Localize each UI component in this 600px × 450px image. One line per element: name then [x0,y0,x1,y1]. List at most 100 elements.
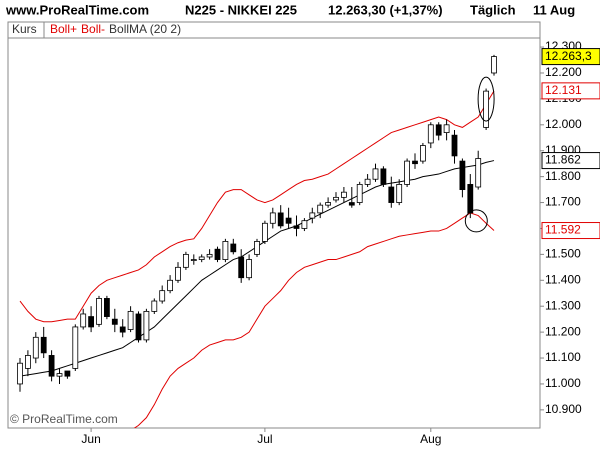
candle-body [269,212,276,224]
candle-body [56,373,63,377]
candle-body [230,243,237,253]
chart-title: N225 - NIKKEI 225 [185,2,297,17]
candle-body [143,310,150,341]
last-value-box [541,82,600,100]
candle-body [380,168,387,185]
candle-body [88,316,94,328]
candle-body [396,184,403,203]
plot [17,54,497,428]
band-line [19,90,495,323]
period: Täglich [470,2,516,17]
candle-body [182,253,189,268]
legend-entry: BollMA (20 2) [109,22,181,36]
highlight-circle [464,209,488,233]
candle-body [483,90,490,128]
date: 11 Aug [533,2,575,17]
candle-body [301,220,308,229]
candle-body [333,196,339,201]
candle-body [206,253,213,258]
candle-body [475,158,482,188]
last-value-label: 11.862 [545,153,581,167]
candle-body [325,202,332,206]
candle-body [293,225,300,229]
candle-body [104,298,110,317]
candle-body [17,362,23,385]
y-tick-label: 11.000 [545,376,581,390]
candle-body [491,56,497,74]
candle-body [214,248,221,260]
y-tick-label: 11.800 [545,169,581,183]
candle-body [238,256,245,279]
y-tick-label: 12.200 [545,65,582,79]
candle-body [222,241,229,260]
y-tick-label: 11.300 [545,298,581,312]
candle-body [317,204,324,214]
candle-body [261,222,268,242]
source: www.ProRealTime.com [5,2,149,17]
candle-body [111,318,118,325]
last-value-label: 12.131 [545,83,582,97]
y-tick-label: 11.100 [545,350,581,364]
candle-body [96,298,102,325]
candle-body [443,124,450,133]
candle-body [72,326,79,369]
plot-frame [7,21,541,429]
candle-body [119,326,126,333]
candle-body [246,259,253,279]
candle-body [364,178,371,185]
candle-body [151,300,158,312]
last-value-label: 11.592 [545,223,581,237]
candle-body [419,145,426,162]
candle-body [309,212,316,219]
candle-body [404,160,411,185]
candle-body [190,259,197,261]
legend-price: Kurs [12,22,37,36]
highlight-ellipse [477,76,495,122]
candle-body [198,256,205,260]
candle-body [24,355,31,369]
x-tick-label: Aug [420,432,441,446]
legend-entry: Boll+ [50,22,77,36]
watermark: © ProRealTime.com [10,412,118,426]
candle-body [48,355,55,377]
y-tick-label: 12.000 [545,117,582,131]
candle-body [372,168,379,180]
candle-body [467,184,474,214]
candle-body [40,336,47,354]
band-line [133,212,495,428]
y-tick-label: 11.500 [545,247,581,261]
candle-body [80,313,87,328]
x-tick-label: Jun [81,432,100,446]
y-tick-label: 10.900 [545,402,582,416]
candle-body [159,290,166,302]
candle-body [135,313,142,341]
candle-body [412,160,418,165]
candle-body [340,191,347,198]
candle-body [277,212,284,227]
last-value-box [541,152,600,170]
candle-body [127,310,134,330]
price: 12.263,30 (+1,37%) [328,2,443,17]
x-tick-label: Jul [257,432,272,446]
last-value-box [541,48,600,66]
candle-body [348,202,355,206]
candle-body [451,134,458,157]
y-tick-label: 11.400 [545,272,581,286]
legend-entry: Boll- [81,22,105,36]
last-value-label: 12.263,3 [545,49,592,63]
candle-body [388,186,395,203]
candle-body [427,124,434,144]
last-value-box [541,222,600,240]
candle-body [459,160,466,190]
candle-body [32,336,39,359]
y-tick-label: 11.700 [545,195,581,209]
candle-body [435,124,442,136]
y-tick-label: 11.200 [545,324,581,338]
candle-body [285,217,292,224]
candle-body [356,184,363,203]
candle-body [64,370,71,377]
candle-body [175,266,181,281]
candle-body [254,241,260,255]
candle-body [167,279,174,292]
